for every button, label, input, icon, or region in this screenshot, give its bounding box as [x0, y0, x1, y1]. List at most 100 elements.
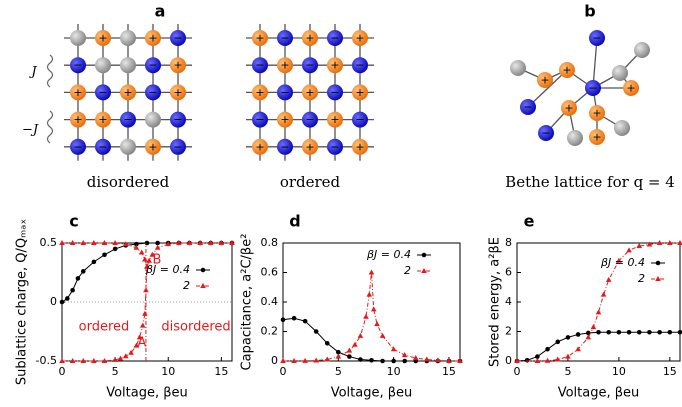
site [538, 125, 554, 141]
legend-marker [421, 268, 427, 273]
marker [280, 317, 286, 323]
y-tick-label: 0 [505, 354, 512, 367]
legend-label: 2 [638, 272, 645, 285]
marker [186, 240, 193, 245]
marker [626, 247, 632, 253]
marker [80, 358, 87, 363]
x-tick-label: 10 [161, 365, 175, 378]
marker [363, 313, 369, 319]
site-charge: − [305, 113, 314, 126]
marker [379, 332, 386, 338]
site-charge: + [355, 140, 364, 153]
site [559, 62, 575, 78]
site-charge: + [305, 32, 314, 45]
site-charge: + [330, 113, 339, 126]
site [170, 30, 186, 46]
marker [302, 357, 308, 363]
site [589, 30, 605, 46]
site [352, 84, 368, 101]
marker [112, 246, 118, 252]
site [95, 138, 111, 155]
site-charge: − [541, 127, 550, 140]
legend-label: βJ = 0.4 [145, 263, 190, 276]
site-charge: + [173, 59, 182, 72]
site [352, 30, 368, 46]
y-tick-label: 0.6 [261, 266, 279, 279]
site-charge: − [73, 140, 82, 153]
site-charge: + [280, 59, 289, 72]
marker [647, 329, 652, 335]
y-tick-label: 0.4 [261, 295, 279, 308]
panel-label: d [289, 212, 300, 231]
site [510, 60, 526, 76]
site-charge: − [148, 86, 157, 99]
site-charge: + [540, 74, 549, 87]
marker [435, 357, 441, 363]
marker [555, 339, 561, 345]
marker [391, 358, 396, 364]
coupling-label: J [28, 65, 37, 80]
marker [369, 357, 374, 363]
marker [358, 357, 363, 362]
site [302, 57, 318, 74]
x-tick-label: 0 [280, 365, 287, 378]
site [145, 30, 161, 46]
legend-marker [655, 276, 661, 281]
marker [596, 329, 601, 335]
marker [677, 240, 682, 245]
marker [149, 251, 156, 257]
marker [370, 306, 377, 312]
marker [91, 259, 97, 265]
marker [91, 358, 97, 363]
marker [646, 241, 653, 247]
marker [324, 356, 331, 362]
marker [69, 358, 76, 363]
marker [280, 358, 286, 363]
marker [606, 329, 611, 335]
site [95, 57, 111, 74]
y-tick-label: 8 [505, 236, 512, 249]
x-axis-label: Voltage, βeu [106, 386, 188, 401]
site-charge: − [592, 32, 601, 45]
marker [605, 276, 612, 282]
series-line [282, 317, 460, 362]
marker [65, 296, 70, 301]
y-tick-label: 0.2 [261, 325, 279, 338]
marker [347, 354, 352, 359]
x-tick-label: 5 [112, 365, 119, 378]
marker [600, 291, 607, 297]
site [561, 100, 577, 116]
marker [667, 329, 673, 335]
y-axis-label: Sublattice charge, Q/Qₘₐₓ [15, 219, 30, 385]
legend-label: 2 [183, 279, 190, 292]
site-charge: + [73, 86, 82, 99]
site [120, 30, 136, 46]
marker [514, 358, 520, 363]
site [70, 111, 86, 128]
site [252, 84, 268, 101]
marker [374, 321, 380, 327]
marker [366, 291, 373, 297]
site [537, 72, 553, 88]
site [614, 120, 630, 136]
marker [144, 240, 150, 246]
site [327, 84, 343, 101]
y-tick-label: 2 [505, 325, 512, 338]
site [327, 111, 343, 128]
series-line [62, 242, 148, 267]
site [120, 84, 136, 101]
marker [102, 252, 107, 258]
plot-frame [516, 242, 681, 362]
annotation: B [153, 253, 162, 268]
marker [336, 349, 341, 355]
legend-marker [655, 260, 661, 266]
site-charge: − [280, 140, 289, 153]
marker [565, 335, 571, 340]
site-charge: − [330, 32, 339, 45]
marker [165, 241, 172, 247]
site [70, 30, 86, 46]
site [352, 57, 368, 74]
site-charge: − [330, 86, 339, 99]
marker [575, 346, 581, 352]
marker [524, 357, 530, 363]
